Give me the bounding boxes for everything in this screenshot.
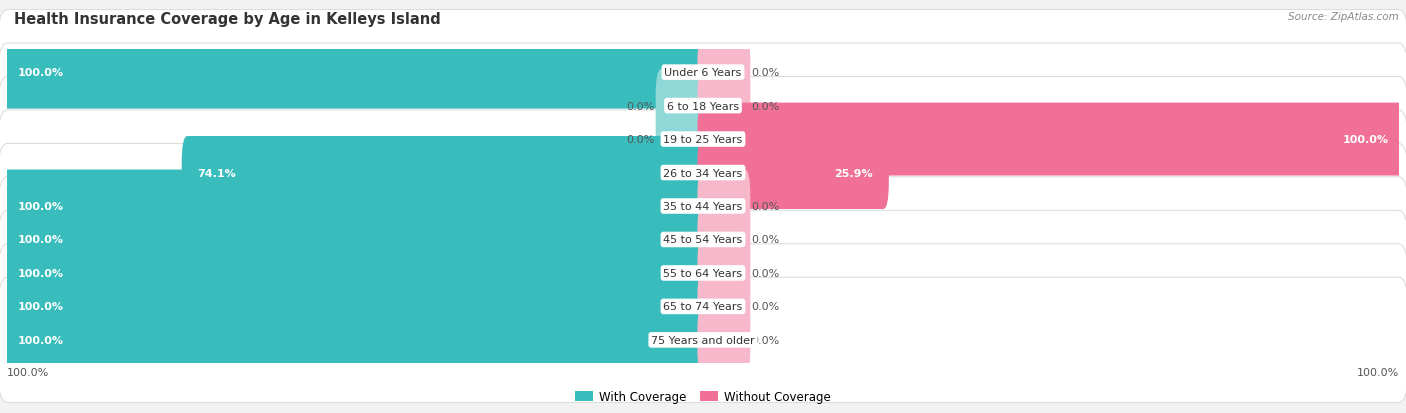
FancyBboxPatch shape bbox=[1, 304, 709, 377]
FancyBboxPatch shape bbox=[697, 137, 889, 209]
FancyBboxPatch shape bbox=[697, 304, 751, 377]
FancyBboxPatch shape bbox=[0, 244, 1406, 369]
Text: 0.0%: 0.0% bbox=[752, 301, 780, 312]
FancyBboxPatch shape bbox=[0, 278, 1406, 403]
FancyBboxPatch shape bbox=[655, 70, 709, 143]
FancyBboxPatch shape bbox=[0, 44, 1406, 169]
Text: Under 6 Years: Under 6 Years bbox=[665, 68, 741, 78]
Text: 6 to 18 Years: 6 to 18 Years bbox=[666, 101, 740, 112]
Text: 35 to 44 Years: 35 to 44 Years bbox=[664, 202, 742, 211]
Text: 100.0%: 100.0% bbox=[1343, 135, 1389, 145]
FancyBboxPatch shape bbox=[697, 204, 751, 276]
Text: 100.0%: 100.0% bbox=[17, 301, 63, 312]
Text: 75 Years and older: 75 Years and older bbox=[651, 335, 755, 345]
Text: 100.0%: 100.0% bbox=[17, 202, 63, 211]
FancyBboxPatch shape bbox=[697, 70, 751, 143]
Text: 26 to 34 Years: 26 to 34 Years bbox=[664, 168, 742, 178]
FancyBboxPatch shape bbox=[0, 178, 1406, 302]
Text: 25.9%: 25.9% bbox=[834, 168, 873, 178]
Legend: With Coverage, Without Coverage: With Coverage, Without Coverage bbox=[571, 385, 835, 408]
Text: 0.0%: 0.0% bbox=[752, 68, 780, 78]
FancyBboxPatch shape bbox=[697, 270, 751, 343]
FancyBboxPatch shape bbox=[697, 103, 1405, 176]
Text: 0.0%: 0.0% bbox=[752, 235, 780, 245]
FancyBboxPatch shape bbox=[697, 237, 751, 310]
Text: 100.0%: 100.0% bbox=[7, 368, 49, 377]
Text: 0.0%: 0.0% bbox=[752, 335, 780, 345]
FancyBboxPatch shape bbox=[0, 111, 1406, 235]
Text: 100.0%: 100.0% bbox=[17, 235, 63, 245]
Text: 55 to 64 Years: 55 to 64 Years bbox=[664, 268, 742, 278]
Text: 0.0%: 0.0% bbox=[752, 202, 780, 211]
FancyBboxPatch shape bbox=[1, 170, 709, 243]
FancyBboxPatch shape bbox=[181, 137, 709, 209]
Text: 100.0%: 100.0% bbox=[17, 335, 63, 345]
FancyBboxPatch shape bbox=[697, 36, 751, 109]
FancyBboxPatch shape bbox=[1, 237, 709, 310]
Text: 100.0%: 100.0% bbox=[17, 268, 63, 278]
FancyBboxPatch shape bbox=[1, 36, 709, 109]
Text: 0.0%: 0.0% bbox=[626, 135, 654, 145]
Text: 0.0%: 0.0% bbox=[752, 101, 780, 112]
FancyBboxPatch shape bbox=[0, 77, 1406, 202]
Text: Source: ZipAtlas.com: Source: ZipAtlas.com bbox=[1288, 12, 1399, 22]
Text: 19 to 25 Years: 19 to 25 Years bbox=[664, 135, 742, 145]
Text: 100.0%: 100.0% bbox=[17, 68, 63, 78]
Text: 0.0%: 0.0% bbox=[752, 268, 780, 278]
Text: 100.0%: 100.0% bbox=[1357, 368, 1399, 377]
FancyBboxPatch shape bbox=[0, 10, 1406, 135]
Text: 65 to 74 Years: 65 to 74 Years bbox=[664, 301, 742, 312]
FancyBboxPatch shape bbox=[0, 144, 1406, 269]
FancyBboxPatch shape bbox=[655, 103, 709, 176]
FancyBboxPatch shape bbox=[1, 204, 709, 276]
Text: 74.1%: 74.1% bbox=[198, 168, 236, 178]
FancyBboxPatch shape bbox=[1, 270, 709, 343]
Text: 45 to 54 Years: 45 to 54 Years bbox=[664, 235, 742, 245]
Text: 0.0%: 0.0% bbox=[626, 101, 654, 112]
Text: Health Insurance Coverage by Age in Kelleys Island: Health Insurance Coverage by Age in Kell… bbox=[14, 12, 441, 27]
FancyBboxPatch shape bbox=[697, 170, 751, 243]
FancyBboxPatch shape bbox=[0, 211, 1406, 336]
